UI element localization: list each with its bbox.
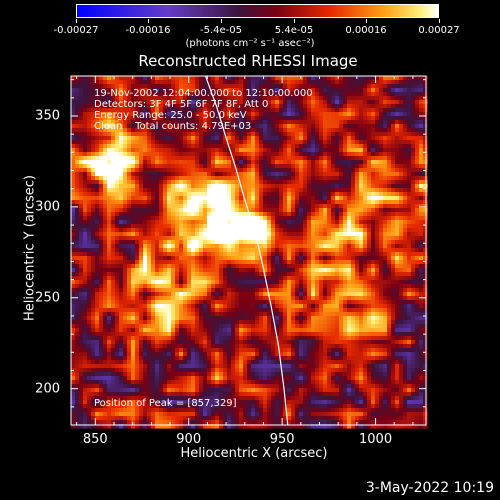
x-tick-label: 900 <box>176 432 202 447</box>
x-tick-label: 1000 <box>359 432 393 447</box>
peak-position-label: Position of Peak = [857,329] <box>94 398 237 409</box>
image-pixels <box>71 76 428 429</box>
chart-title: Reconstructed RHESSI Image <box>138 52 358 70</box>
colorbar-tick-mark <box>294 19 295 23</box>
colorbar-tick-mark <box>221 19 222 23</box>
colorbar-tick-mark <box>439 19 440 23</box>
colorbar <box>76 4 439 18</box>
y-tick-label: 350 <box>35 108 60 124</box>
y-tick-label: 300 <box>35 199 60 215</box>
colorbar-tick-label: 5.4e-05 <box>274 25 314 36</box>
x-tick-label: 950 <box>269 432 295 447</box>
colorbar-tick-label: 0.00016 <box>345 25 387 36</box>
colorbar-tick-mark <box>366 19 367 23</box>
plot-frame <box>70 75 427 426</box>
annotation-detectors: Detectors: 3F 4F 5F 6F 7F 8F, Att 0 <box>94 99 269 110</box>
annotation-time-range: 19-Nov-2002 12:04:00.000 to 12:10:00.000 <box>94 88 313 99</box>
y-tick-label: 250 <box>35 290 60 306</box>
colorbar-tick-label: -5.4e-05 <box>200 25 242 36</box>
colorbar-tick-label: -0.00027 <box>53 25 99 36</box>
solar-limb-curve <box>204 75 289 426</box>
colorbar-units: (photons cm⁻² s⁻¹ asec⁻²) <box>185 38 315 49</box>
colorbar-tick-label: 0.00027 <box>418 25 460 36</box>
colorbar-tick-mark <box>148 19 149 23</box>
x-axis-label: Heliocentric X (arcsec) <box>180 446 328 461</box>
y-tick-label: 200 <box>35 381 60 397</box>
annotation-energy-range: Energy Range: 25.0 - 50.0 keV <box>94 110 247 121</box>
colorbar-tick-mark <box>76 19 77 23</box>
y-axis-label: Heliocentric Y (arcsec) <box>22 175 38 321</box>
annotation-clean-counts: Clean Total counts: 4.79E+03 <box>94 121 252 132</box>
x-tick-label: 850 <box>82 432 108 447</box>
timestamp: 3-May-2022 10:19 <box>365 480 494 496</box>
colorbar-tick-label: -0.00016 <box>125 25 171 36</box>
